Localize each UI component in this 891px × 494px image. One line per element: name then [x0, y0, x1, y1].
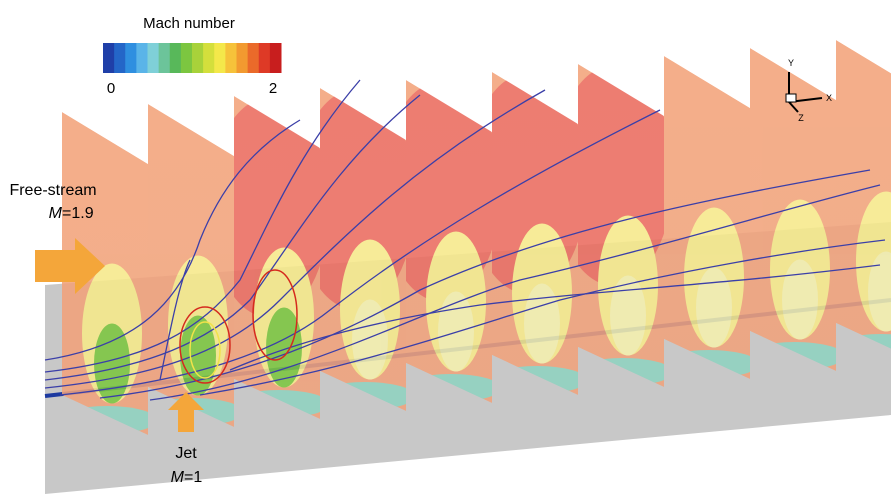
- plane: [831, 40, 891, 363]
- colorbar-swatch: [270, 43, 282, 73]
- plane-low-region: [696, 268, 732, 348]
- colorbar-swatch: [203, 43, 215, 73]
- axis-z-label: Z: [798, 113, 804, 123]
- jet-mach: =1: [184, 469, 202, 486]
- colorbar-swatch: [248, 43, 260, 73]
- colorbar-swatch: [225, 43, 237, 73]
- colorbar-swatch: [181, 43, 193, 73]
- jet-symbol: M: [171, 469, 185, 486]
- figure: Mach number 0 2 Free-stream M =1.9 Jet M…: [0, 0, 891, 494]
- colorbar-swatch: [125, 43, 137, 73]
- flow-visualization: Mach number 0 2 Free-stream M =1.9 Jet M…: [0, 0, 891, 494]
- colorbar-swatch: [136, 43, 148, 73]
- colorbar-swatch: [148, 43, 160, 73]
- jet-label: Jet: [175, 445, 197, 462]
- axis-x-label: X: [826, 93, 832, 103]
- colorbar-min-label: 0: [107, 80, 115, 97]
- colorbar-swatch: [103, 43, 115, 73]
- colorbar-swatch: [159, 43, 171, 73]
- colorbar-swatch: [192, 43, 204, 73]
- colorbar: [103, 43, 282, 73]
- free-stream-mach: =1.9: [62, 205, 94, 222]
- colorbar-swatch: [214, 43, 226, 73]
- colorbar-swatch: [237, 43, 249, 73]
- colorbar-swatch: [170, 43, 182, 73]
- free-stream-label: Free-stream: [9, 182, 96, 199]
- colorbar-max-label: 2: [269, 80, 277, 97]
- colorbar-swatch: [114, 43, 126, 73]
- colorbar-title: Mach number: [143, 15, 235, 32]
- axis-y-label: Y: [788, 58, 794, 68]
- plane-low-region: [610, 276, 646, 356]
- plane: [659, 56, 759, 379]
- free-stream-symbol: M: [49, 205, 63, 222]
- colorbar-swatch: [259, 43, 271, 73]
- plane-low-region: [782, 260, 818, 340]
- plane-low-region: [524, 284, 560, 364]
- plane-low-region: [352, 300, 388, 380]
